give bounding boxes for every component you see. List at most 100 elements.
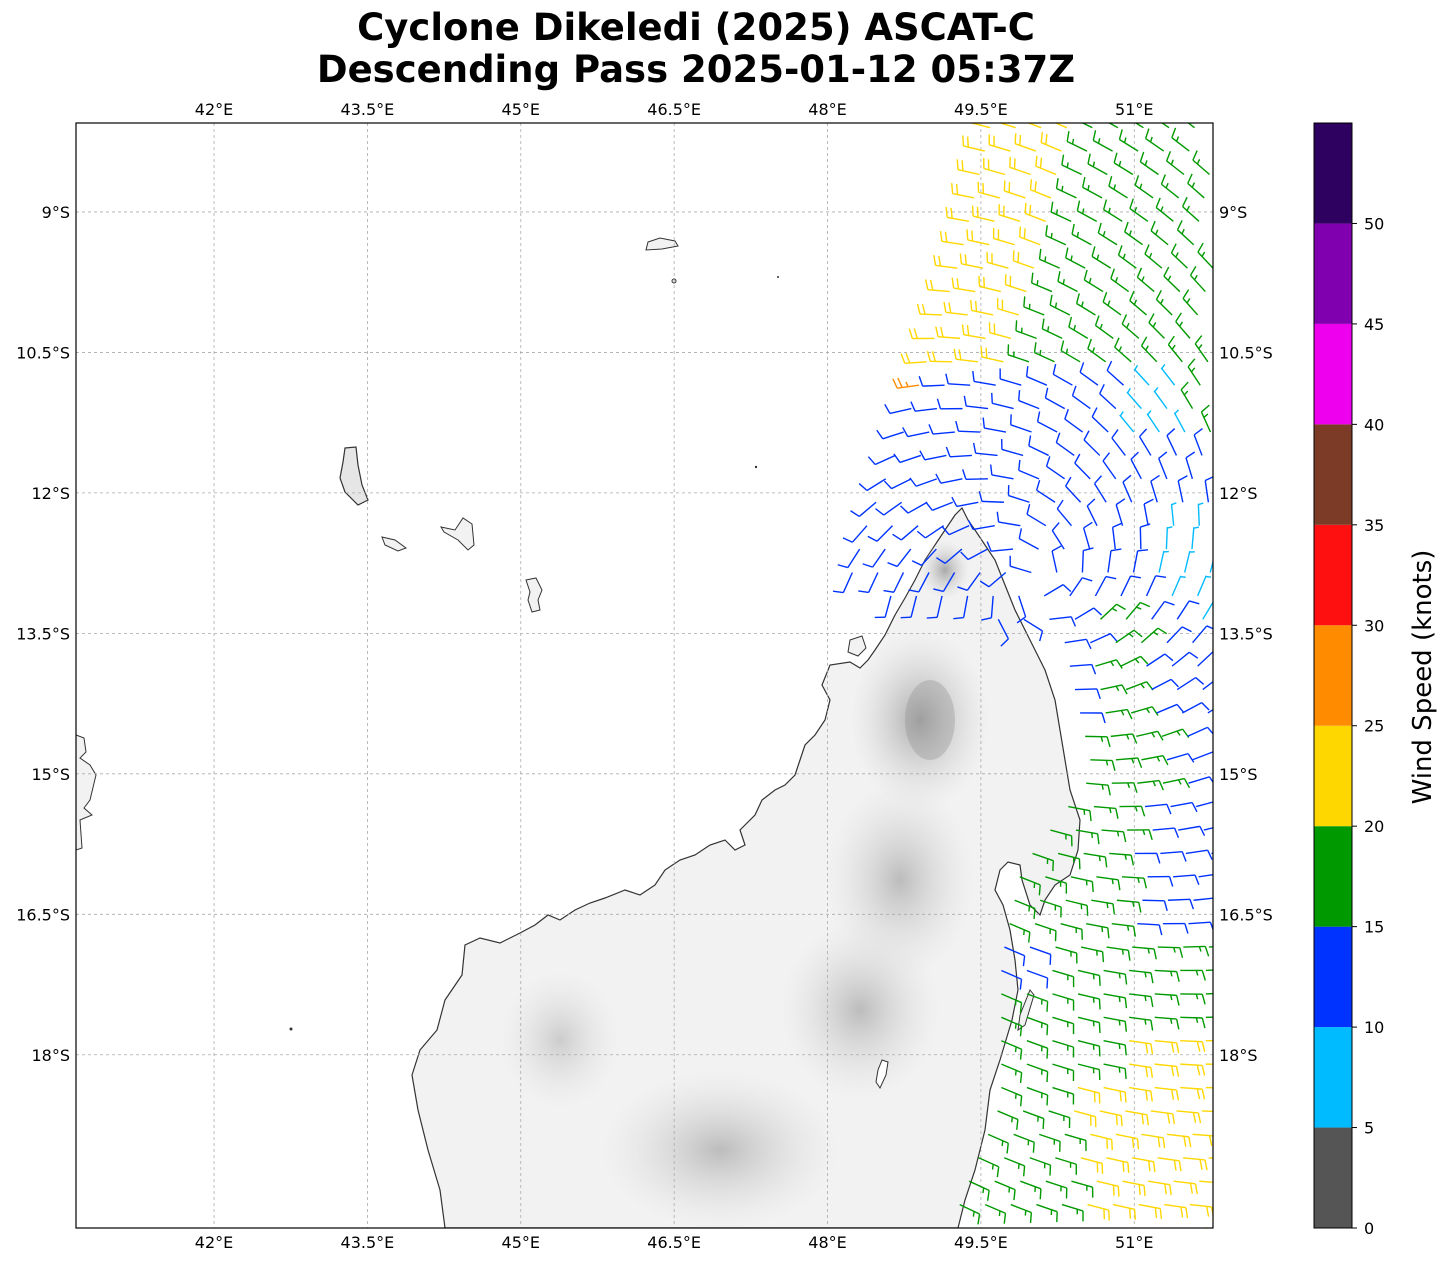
wind-barb [1052,969,1075,988]
wind-barb [957,572,981,592]
wind-barb [945,446,972,458]
wind-barb [1138,1203,1163,1219]
wind-barb [1045,225,1067,246]
wind-barb [967,519,995,531]
wind-barb [1119,805,1146,817]
wind-barb [887,548,912,568]
wind-barb [1044,387,1066,410]
wind-barb [1136,730,1164,741]
wind-barb [1160,851,1187,862]
wind-barb [1141,754,1169,766]
wind-barb [1060,922,1083,940]
wind-barb [1038,1133,1061,1152]
lon-tick-label-bottom: 43.5°E [341,1233,395,1252]
wind-barb [1094,315,1114,339]
wind-barb [1125,681,1154,691]
wind-barb [1030,272,1053,293]
wind-barb [1107,123,1119,129]
wind-barb [1106,360,1125,386]
wind-barb [1052,1227,1055,1228]
wind-barb [1050,201,1072,222]
lat-tick-label-right: 18°S [1219,1046,1258,1065]
island-anjouan [439,517,475,551]
wind-barb [926,595,943,619]
wind-barb [991,392,1014,410]
wind-barb [1187,173,1205,199]
wind-barb [1052,1016,1075,1035]
wind-barb [1111,782,1138,793]
wind-barb [1205,992,1213,995]
wind-barb [988,134,1011,152]
lat-tick-label-left: 18°S [31,1046,70,1065]
wind-barb [926,351,953,363]
colorbar-bin [1314,826,1352,927]
wind-barb [1122,474,1133,503]
wind-barb [1026,969,1049,989]
wind-barb [883,572,905,593]
wind-barb [1185,451,1196,480]
wind-barb [1202,601,1213,620]
wind-barb [1035,479,1056,503]
wind-barb [1075,293,1096,316]
wind-barb [1188,921,1213,932]
island-grande-comore [339,446,369,506]
wind-barb [1108,176,1128,199]
wind-barb [1065,899,1089,916]
wind-barb [900,595,918,619]
wind-barb [945,206,970,223]
wind-barb [1080,712,1106,724]
wind-barb [1052,1086,1075,1105]
wind-barb [1023,296,1045,316]
colorbar-tick-label: 25 [1364,717,1384,736]
wind-barb [1134,852,1161,864]
wind-barb [972,370,996,386]
colorbar-tick-label: 30 [1364,616,1384,635]
wind-barb [1180,381,1194,409]
wind-barb [1077,1063,1101,1080]
wind-barb [989,464,1014,480]
wind-barb [1010,414,1032,433]
wind-barb [1144,803,1172,815]
wind-barb [1106,1157,1130,1173]
wind-barb [1209,558,1213,573]
wind-barb [1092,130,1113,152]
wind-barb [1121,876,1148,889]
wind-barb [1076,200,1098,222]
lat-tick-label-right: 10.5°S [1219,343,1273,362]
wind-barb [1052,993,1075,1011]
wind-barb [1086,782,1111,796]
wind-barb [1032,852,1055,872]
wind-barb [1146,410,1160,433]
wind-barb [1197,242,1213,269]
wind-barb [1097,222,1118,246]
wind-barb [1052,1040,1075,1058]
wind-barb [1163,266,1181,293]
wind-barb [1165,150,1185,176]
wind-barb [1051,545,1062,573]
wind-barb [936,548,963,564]
wind-barb [1102,199,1123,222]
wind-barb [1043,584,1072,597]
colorbar-tick-label: 5 [1364,1119,1374,1138]
wind-barb [1018,528,1039,550]
wind-barb [1176,676,1205,691]
wind-barb [953,595,969,620]
wind-barb [1171,127,1190,152]
wind-barb [1061,154,1083,176]
wind-barb [1052,363,1073,386]
wind-barb [979,571,1007,588]
wind-barb [1188,776,1213,784]
wind-barb [1045,876,1068,894]
wind-barb [1170,801,1198,813]
wind-barb [1001,993,1023,1014]
wind-barb [1070,876,1094,892]
colorbar-bin [1314,725,1352,827]
lon-tick-label-top: 45°E [502,100,540,119]
wind-barb [1091,407,1109,433]
wind-barb [1083,852,1108,868]
lat-tick-label-right: 9°S [1219,203,1247,222]
wind-barb [1055,946,1078,964]
wind-barb [1154,993,1180,1006]
wind-barb [1202,1110,1213,1113]
wind-barb [1074,453,1091,480]
